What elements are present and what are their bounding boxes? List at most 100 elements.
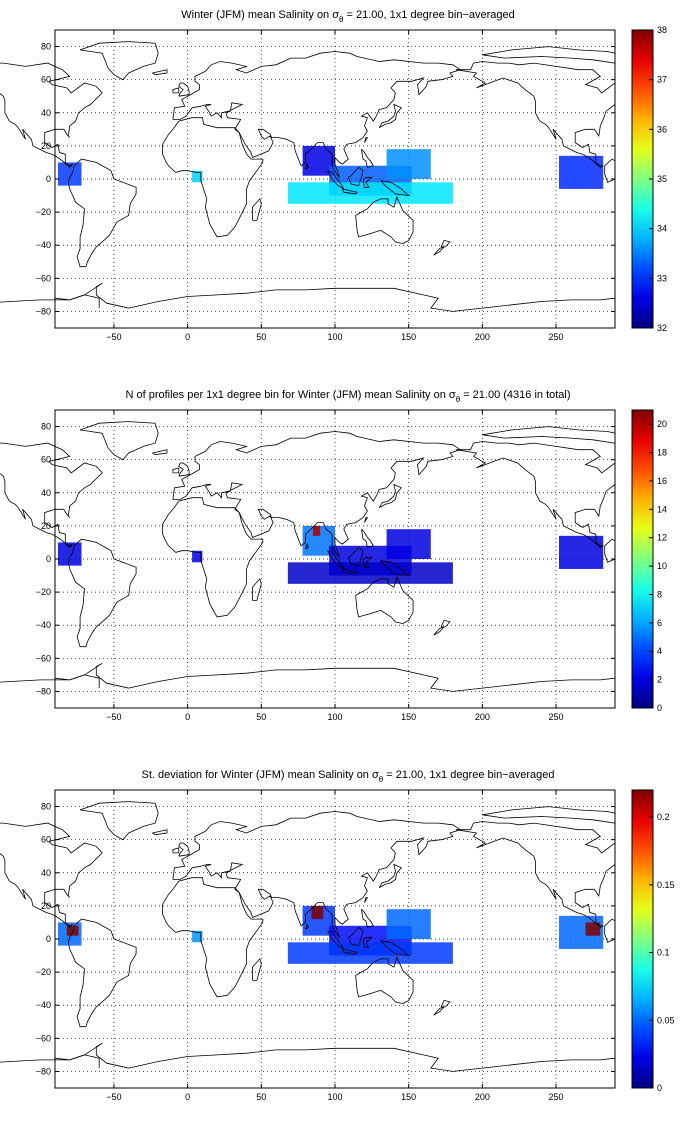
coastline xyxy=(79,41,159,81)
colorbar-tick-label: 36 xyxy=(657,124,667,134)
y-tick-label: 20 xyxy=(41,901,51,911)
coastline xyxy=(362,176,373,188)
coastline xyxy=(342,188,358,195)
data-bins xyxy=(57,525,604,584)
x-tick-label: −50 xyxy=(106,1092,121,1102)
coastline xyxy=(378,483,402,509)
x-tick-label: 0 xyxy=(185,332,190,342)
coastline xyxy=(378,863,402,889)
x-tick-label: 250 xyxy=(549,332,564,342)
x-tick-label: 100 xyxy=(327,332,342,342)
y-tick-label: 80 xyxy=(41,42,51,52)
coastline xyxy=(455,61,616,168)
y-tick-label: 40 xyxy=(41,488,51,498)
x-tick-label: 200 xyxy=(475,332,490,342)
colorbar-tick-label: 0 xyxy=(657,703,662,713)
x-tick-label: 200 xyxy=(475,1092,490,1102)
coastline xyxy=(455,821,616,928)
x-tick-label: 150 xyxy=(401,712,416,722)
coastline xyxy=(482,426,616,444)
x-tick-label: 50 xyxy=(256,712,266,722)
y-tick-label: −40 xyxy=(36,240,51,250)
y-tick-label: −80 xyxy=(36,686,51,696)
colorbar-tick-label: 33 xyxy=(657,273,667,283)
colorbar-tick-label: 0.05 xyxy=(657,1015,675,1025)
coastline xyxy=(380,180,410,197)
coastline xyxy=(0,62,103,168)
coastline xyxy=(67,918,137,1028)
coastline xyxy=(364,137,369,143)
coastline xyxy=(355,196,414,245)
x-tick-label: 250 xyxy=(549,712,564,722)
coastline xyxy=(252,578,262,601)
coastline xyxy=(172,431,462,558)
y-tick-label: 0 xyxy=(46,934,51,944)
coastline xyxy=(172,51,462,178)
coastline xyxy=(0,282,616,312)
coastline xyxy=(355,576,414,625)
data-bin xyxy=(57,162,82,186)
coastline xyxy=(355,956,414,1005)
coastline xyxy=(0,1042,616,1072)
coastline xyxy=(433,1006,445,1016)
x-tick-label: 100 xyxy=(327,1092,342,1102)
colorbar-tick-label: 32 xyxy=(657,323,667,333)
colorbar-tick-label: 37 xyxy=(657,75,667,85)
data-bin xyxy=(559,535,604,569)
y-tick-label: 0 xyxy=(46,174,51,184)
colorbar-tick-label: 14 xyxy=(657,504,667,514)
x-tick-label: 50 xyxy=(256,1092,266,1102)
y-tick-label: −40 xyxy=(36,620,51,630)
coastline xyxy=(0,822,103,928)
x-tick-label: 150 xyxy=(401,332,416,342)
coastline xyxy=(342,568,358,575)
coastline xyxy=(342,948,358,955)
coastline xyxy=(380,560,410,577)
panel-title: St. deviation for Winter (JFM) mean Sali… xyxy=(142,769,555,784)
coastline xyxy=(362,936,373,948)
panel-title: Winter (JFM) mean Salinity on σθ = 21.00… xyxy=(181,9,514,24)
x-tick-label: 100 xyxy=(327,712,342,722)
data-bin xyxy=(287,942,453,964)
coastline xyxy=(252,198,262,221)
x-tick-label: 0 xyxy=(185,712,190,722)
coastline xyxy=(362,556,373,568)
coastline xyxy=(378,103,402,129)
coastline xyxy=(178,82,190,97)
data-bin xyxy=(57,542,82,566)
colorbar-tick-label: 2 xyxy=(657,675,662,685)
data-bin xyxy=(585,922,601,936)
coastline xyxy=(172,811,462,938)
y-tick-label: 20 xyxy=(41,521,51,531)
y-tick-label: 40 xyxy=(41,108,51,118)
coastline xyxy=(380,940,410,957)
coastline xyxy=(79,421,159,461)
coastline xyxy=(440,239,451,248)
coastline xyxy=(54,674,100,689)
data-bin xyxy=(386,149,431,179)
coastline xyxy=(172,847,180,854)
colorbar-tick-label: 0 xyxy=(657,1083,662,1093)
y-tick-label: −20 xyxy=(36,207,51,217)
x-tick-label: 200 xyxy=(475,712,490,722)
colorbar-tick-label: 35 xyxy=(657,174,667,184)
coastline xyxy=(54,1054,100,1069)
panel-st-deviation: St. deviation for Winter (JFM) mean Sali… xyxy=(0,760,696,1140)
coastlines xyxy=(0,801,616,1072)
colorbar-tick-label: 0.1 xyxy=(657,948,670,958)
y-tick-label: 20 xyxy=(41,141,51,151)
colorbar-tick-label: 16 xyxy=(657,476,667,486)
map-plot-mean-salinity: Winter (JFM) mean Salinity on σθ = 21.00… xyxy=(0,9,667,342)
colorbar-tick-label: 10 xyxy=(657,561,667,571)
coastline xyxy=(162,877,264,998)
coastline xyxy=(347,166,364,187)
y-tick-label: 0 xyxy=(46,554,51,564)
coastline xyxy=(361,528,374,548)
y-tick-label: 60 xyxy=(41,835,51,845)
y-tick-label: −80 xyxy=(36,1066,51,1076)
coastline xyxy=(79,801,159,841)
x-tick-label: 250 xyxy=(549,1092,564,1102)
colorbar-tick-label: 0.15 xyxy=(657,880,675,890)
x-tick-label: 50 xyxy=(256,332,266,342)
coastline xyxy=(67,538,137,648)
